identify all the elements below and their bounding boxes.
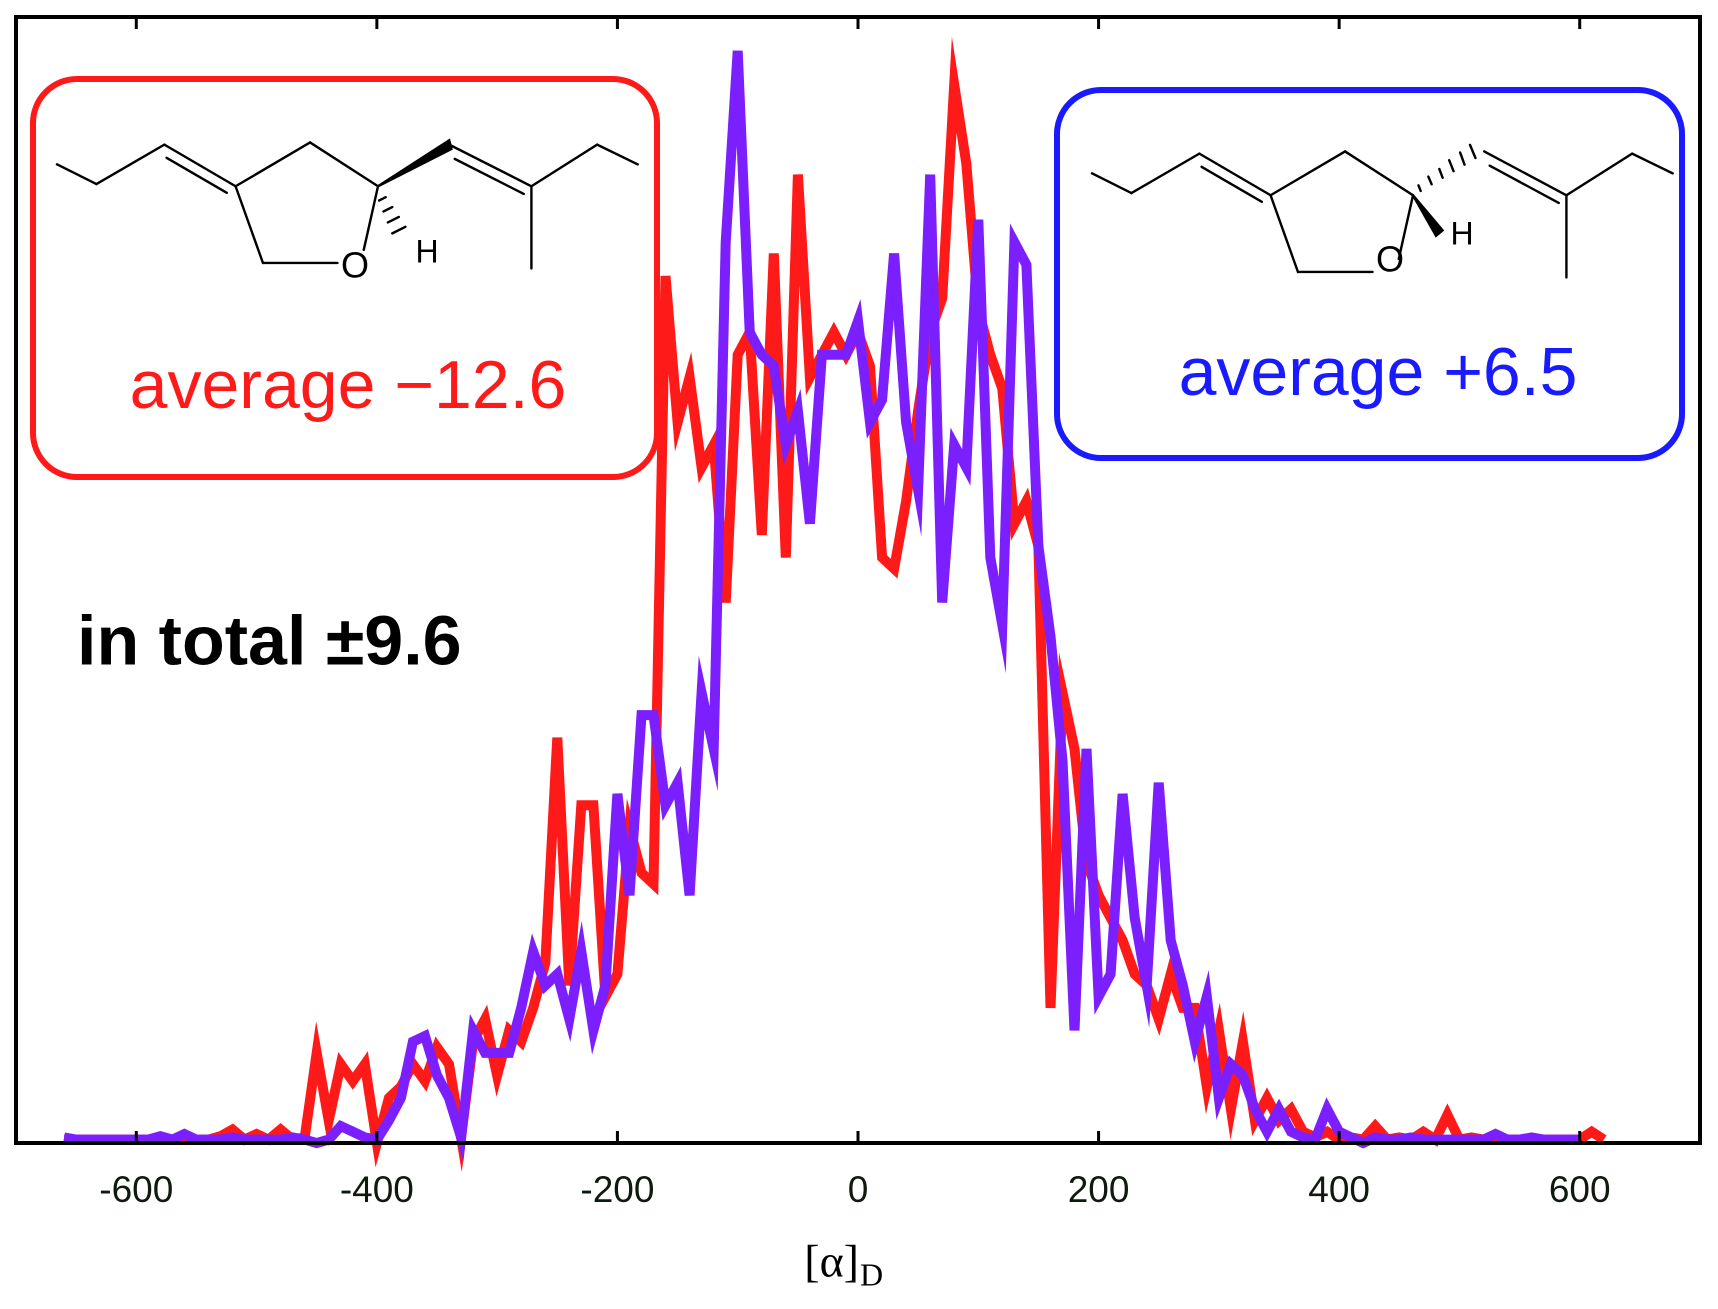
annotation-box <box>1054 87 1685 461</box>
annotation: average +6.5 <box>1179 334 1578 410</box>
x-axis-label: [α] <box>804 1236 859 1287</box>
molecule <box>1090 143 1674 279</box>
x-tick-label: 0 <box>848 1169 869 1210</box>
x-tick-label: 600 <box>1549 1169 1611 1210</box>
x-axis-label-subscript: D <box>860 1256 883 1292</box>
molecule <box>55 138 639 270</box>
annotation-box <box>30 76 660 480</box>
atom-label: H <box>415 233 438 269</box>
x-tick-label: -200 <box>580 1169 654 1210</box>
x-tick-label: -400 <box>340 1169 414 1210</box>
series-line <box>63 50 1580 1162</box>
annotation: average −12.6 <box>130 347 567 423</box>
atom-label: O <box>341 245 369 286</box>
plot-frame <box>14 15 1702 1145</box>
x-tick-label: 200 <box>1068 1169 1130 1210</box>
atom-label: H <box>1450 215 1473 251</box>
x-tick-label: -600 <box>99 1169 173 1210</box>
atom-label: O <box>1376 239 1404 280</box>
annotation: in total ±9.6 <box>77 601 462 679</box>
x-tick-label: 400 <box>1308 1169 1370 1210</box>
